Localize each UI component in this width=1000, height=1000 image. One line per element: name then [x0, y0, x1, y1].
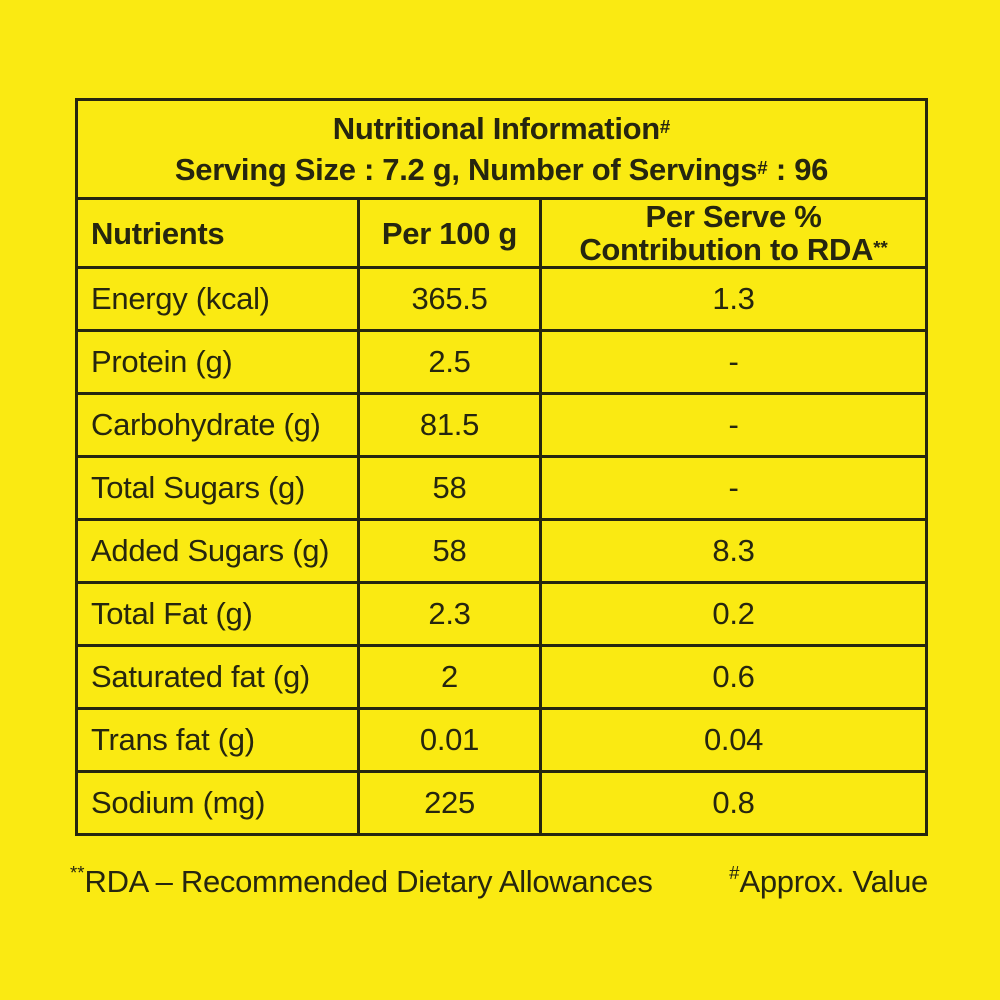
servings-footnote-marker: #	[757, 157, 768, 178]
nutrition-table: Nutritional Information# Serving Size : …	[74, 98, 929, 836]
nutrient-per-100g-value: 365.5	[357, 266, 542, 332]
approx-footnote-text: Approx. Value	[739, 864, 928, 899]
table-row-total-fat: Total Fat (g) 2.3 0.2	[75, 581, 929, 647]
title-text: Nutritional Information	[332, 111, 660, 146]
footnotes: **RDA – Recommended Dietary Allowances #…	[70, 862, 928, 900]
column-header-per-100g: Per 100 g	[357, 197, 542, 269]
nutrient-per-100g-value: 0.01	[357, 707, 542, 773]
nutrient-rda-value: -	[538, 455, 929, 521]
nutrient-name: Saturated fat (g)	[75, 644, 360, 710]
servings-count-text: : 96	[767, 152, 829, 187]
nutrient-per-100g-value: 81.5	[357, 392, 542, 458]
table-row-sodium: Sodium (mg) 225 0.8	[75, 770, 929, 836]
nutrient-per-100g-value: 58	[357, 518, 542, 584]
rda-header-text: Contribution to RDA	[579, 232, 874, 267]
nutrient-name: Sodium (mg)	[75, 770, 360, 836]
title-line2: Serving Size : 7.2 g, Number of Servings…	[78, 149, 925, 190]
nutrient-rda-value: 0.04	[538, 707, 929, 773]
footnote-approx: #Approx. Value	[729, 862, 928, 900]
nutrient-per-100g-value: 2.5	[357, 329, 542, 395]
table-row-saturated-fat: Saturated fat (g) 2 0.6	[75, 644, 929, 710]
title-line1: Nutritional Information#	[78, 108, 925, 149]
nutrient-rda-value: -	[538, 329, 929, 395]
nutrient-rda-value: 0.2	[538, 581, 929, 647]
table-row-added-sugars: Added Sugars (g) 58 8.3	[75, 518, 929, 584]
nutrient-per-100g-value: 225	[357, 770, 542, 836]
rda-header-line1: Per Serve %	[645, 199, 822, 234]
nutrient-name: Total Fat (g)	[75, 581, 360, 647]
nutrient-name: Energy (kcal)	[75, 266, 360, 332]
nutrient-name: Total Sugars (g)	[75, 455, 360, 521]
nutrient-name: Trans fat (g)	[75, 707, 360, 773]
nutrient-per-100g-value: 2.3	[357, 581, 542, 647]
rda-header-line2: Contribution to RDA**	[542, 233, 925, 266]
nutrient-rda-value: 0.8	[538, 770, 929, 836]
nutrient-rda-value: 0.6	[538, 644, 929, 710]
nutrient-rda-value: 1.3	[538, 266, 929, 332]
nutrient-name: Added Sugars (g)	[75, 518, 360, 584]
column-header-rda: Per Serve % Contribution to RDA**	[538, 197, 929, 269]
serving-size-text: Serving Size : 7.2 g, Number of Servings	[174, 152, 758, 187]
nutrient-rda-value: 8.3	[538, 518, 929, 584]
table-header-row: Nutrients Per 100 g Per Serve % Contribu…	[75, 197, 929, 269]
nutrient-per-100g-value: 2	[357, 644, 542, 710]
table-row-carbohydrate: Carbohydrate (g) 81.5 -	[75, 392, 929, 458]
table-row-energy: Energy (kcal) 365.5 1.3	[75, 266, 929, 332]
nutrient-name: Carbohydrate (g)	[75, 392, 360, 458]
nutrition-label: Nutritional Information# Serving Size : …	[74, 98, 929, 836]
title-footnote-marker: #	[659, 116, 671, 137]
nutrient-per-100g-value: 58	[357, 455, 542, 521]
table-row-total-sugars: Total Sugars (g) 58 -	[75, 455, 929, 521]
nutrient-name: Protein (g)	[75, 329, 360, 395]
footnote-rda: **RDA – Recommended Dietary Allowances	[70, 862, 653, 900]
column-header-nutrients: Nutrients	[75, 197, 360, 269]
approx-footnote-sup: #	[729, 862, 740, 883]
nutrient-rda-value: -	[538, 392, 929, 458]
table-row-trans-fat: Trans fat (g) 0.01 0.04	[75, 707, 929, 773]
rda-footnote-sup: **	[70, 862, 85, 883]
table-title-row: Nutritional Information# Serving Size : …	[74, 98, 929, 200]
table-row-protein: Protein (g) 2.5 -	[75, 329, 929, 395]
rda-footnote-text: RDA – Recommended Dietary Allowances	[84, 864, 653, 899]
table-title-cell: Nutritional Information# Serving Size : …	[74, 98, 929, 200]
rda-footnote-marker: **	[873, 237, 888, 258]
